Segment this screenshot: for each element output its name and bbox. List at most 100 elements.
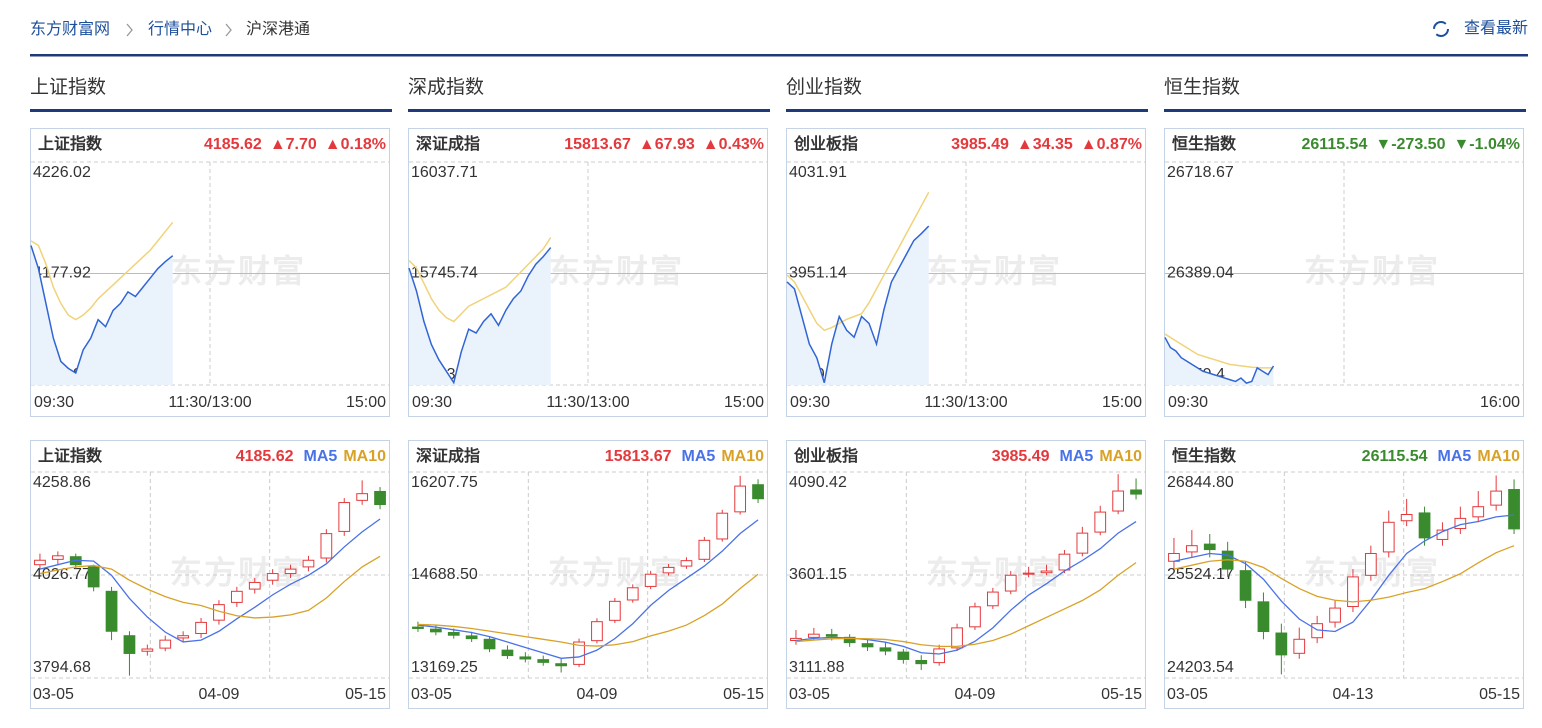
average-line <box>408 237 552 323</box>
price-line <box>1164 337 1275 384</box>
candle-body <box>680 560 693 567</box>
x-tick-label: 11:30/13:00 <box>546 394 629 411</box>
change-pct: ▲0.18% <box>325 136 386 153</box>
change: ▲7.70 <box>270 136 317 153</box>
y-tick-label: 16207.75 <box>411 474 478 491</box>
candle-body <box>1257 601 1270 632</box>
x-tick-label: 05-15 <box>1101 686 1142 703</box>
breadcrumb-link[interactable]: 东方财富网 <box>30 20 110 38</box>
candle-body <box>1400 513 1413 522</box>
candle-body <box>51 555 64 560</box>
quote: 3985.49 MA5 MA10 <box>992 448 1142 465</box>
ma-line <box>1173 545 1515 603</box>
y-tick-label: 4226.02 <box>33 164 91 181</box>
legend-entry: MA5 <box>682 448 716 465</box>
candle-body <box>861 643 874 648</box>
candle-body <box>1058 553 1071 571</box>
candle-body <box>1040 570 1053 574</box>
x-tick-label: 03-05 <box>1167 686 1208 703</box>
candle-body <box>662 566 675 574</box>
candle-body <box>195 621 207 634</box>
refresh-link[interactable]: 查看最新 <box>1464 19 1528 37</box>
candle-body <box>105 590 118 632</box>
y-tick-label: 3794.68 <box>33 659 91 676</box>
price-area <box>31 245 173 385</box>
price: 15813.67 <box>605 448 672 465</box>
candle-body <box>825 634 838 637</box>
candle-body <box>1004 574 1017 592</box>
ma-line <box>417 573 759 647</box>
y-tick-label: 16037.71 <box>411 164 478 181</box>
refresh-circle[interactable] <box>1433 21 1449 37</box>
price-area <box>409 247 551 385</box>
candle-body <box>141 648 154 652</box>
price-line <box>30 245 174 375</box>
x-tick-label: 15:00 <box>346 394 386 411</box>
candle-body <box>483 638 496 650</box>
candle-body <box>465 635 478 640</box>
panel-rule <box>1164 109 1526 112</box>
candle-body <box>537 659 550 663</box>
price: 4185.62 <box>236 448 294 465</box>
price: 4185.62 <box>204 136 262 153</box>
x-tick-label: 04-09 <box>576 686 617 703</box>
price-area <box>787 226 929 385</box>
change-pct: ▲0.87% <box>1081 136 1142 153</box>
candle-body <box>734 485 747 513</box>
candle-body <box>1203 543 1216 551</box>
price-area <box>1165 337 1274 385</box>
panel-title: 创业指数 <box>786 76 862 98</box>
candle-body <box>501 649 514 657</box>
candle-body <box>1185 545 1198 553</box>
candle-body <box>969 606 981 628</box>
candle-body <box>266 573 279 581</box>
y-tick-label: 4177.92 <box>33 265 91 282</box>
y-tick-label: 3601.15 <box>789 566 847 583</box>
change: ▲67.93 <box>639 136 695 153</box>
candle-body <box>951 627 963 649</box>
x-tick-label: 04-09 <box>954 686 995 703</box>
refresh-icon[interactable] <box>1433 21 1449 37</box>
x-tick-label: 15:00 <box>724 394 764 411</box>
price-line <box>408 247 552 385</box>
candle-body <box>1130 489 1142 495</box>
change: ▼-273.50 <box>1375 136 1445 153</box>
x-tick-label: 05-15 <box>345 686 386 703</box>
legend-entry: MA10 <box>1477 448 1520 465</box>
legend-entry: MA5 <box>304 448 338 465</box>
candle-body <box>752 484 764 500</box>
x-tick-label: 03-05 <box>33 686 74 703</box>
candle-body <box>123 635 136 654</box>
candle-body <box>1329 607 1341 623</box>
x-tick-label: 03-05 <box>789 686 830 703</box>
candle-body <box>1239 570 1252 601</box>
price: 15813.67 <box>564 136 631 153</box>
panel-rule <box>408 109 770 112</box>
y-tick-label: 13169.25 <box>411 659 478 676</box>
breadcrumb-link[interactable]: 行情中心 <box>148 20 212 38</box>
candle-body <box>230 590 243 603</box>
candle-body <box>1094 511 1107 533</box>
candle-body <box>716 512 729 540</box>
candle-body <box>159 639 172 649</box>
y-tick-label: 25524.17 <box>1167 566 1234 583</box>
index-name: 上证指数 <box>38 446 103 465</box>
candle-body <box>338 502 351 532</box>
index-name: 深证成指 <box>416 446 480 465</box>
y-tick-label: 24203.54 <box>1167 659 1234 676</box>
candle-body <box>644 573 657 587</box>
candle-body <box>1364 552 1377 576</box>
price: 26115.54 <box>1362 448 1428 465</box>
legend-entry: MA5 <box>1060 448 1094 465</box>
price: 3985.49 <box>951 136 1009 153</box>
legend-entry: MA10 <box>1099 448 1142 465</box>
candle-body <box>447 632 460 636</box>
candle-body <box>626 587 639 601</box>
price: 26115.54 <box>1302 136 1368 153</box>
watermark: 东方财富 <box>548 253 684 289</box>
candle-body <box>302 559 315 568</box>
index-name: 创业板指 <box>793 446 858 465</box>
candle-body <box>429 628 442 633</box>
candle-body <box>1508 489 1520 530</box>
